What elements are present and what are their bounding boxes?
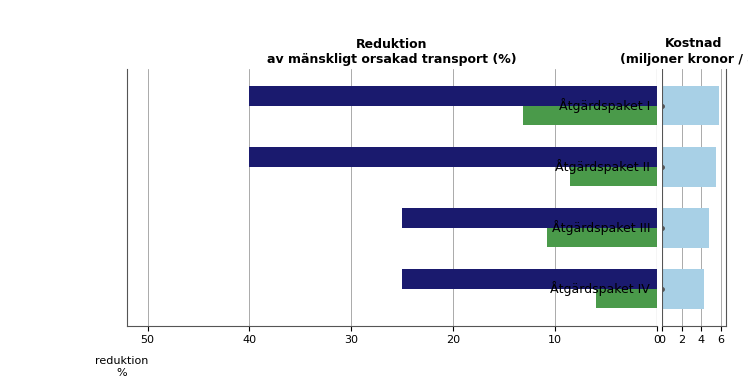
Bar <box>662 86 719 126</box>
Bar <box>524 106 657 125</box>
Bar <box>662 147 716 187</box>
Bar <box>402 208 657 228</box>
Bar <box>249 86 657 106</box>
Bar <box>662 208 709 248</box>
Bar <box>662 269 704 309</box>
Title: Kostnad
(miljoner kronor / år): Kostnad (miljoner kronor / år) <box>620 36 748 66</box>
Title: Reduktion
av mänskligt orsakad transport (%): Reduktion av mänskligt orsakad transport… <box>267 38 517 66</box>
Bar <box>249 147 657 167</box>
Bar <box>547 228 657 247</box>
X-axis label: reduktion
%: reduktion % <box>95 356 149 378</box>
Bar <box>402 269 657 289</box>
Bar <box>570 167 657 186</box>
Bar <box>595 289 657 308</box>
